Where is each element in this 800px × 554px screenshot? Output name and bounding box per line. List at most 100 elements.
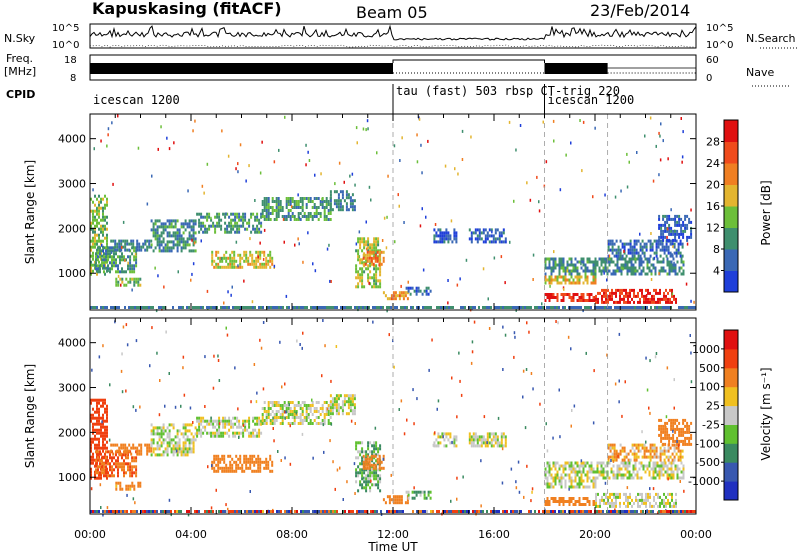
heatmap-cell — [661, 452, 664, 456]
heatmap-cell — [510, 467, 513, 471]
heatmap-cell — [637, 443, 640, 447]
heatmap-cell — [92, 209, 94, 213]
heatmap-cell — [558, 269, 561, 273]
heatmap-cell — [366, 454, 369, 458]
heatmap-cell — [226, 419, 229, 423]
heatmap-cell — [377, 279, 380, 283]
heatmap-cell — [176, 249, 179, 253]
heatmap-cell — [493, 256, 496, 260]
heatmap-cell — [638, 263, 641, 267]
heatmap-cell — [111, 465, 113, 469]
heatmap-cell — [529, 198, 532, 202]
heatmap-cell — [105, 471, 107, 475]
heatmap-cell — [639, 254, 642, 258]
heatmap-cell — [288, 403, 290, 407]
heatmap-cell — [604, 260, 607, 264]
heatmap-cell — [120, 369, 123, 373]
heatmap-cell — [164, 450, 167, 454]
heatmap-cell — [101, 264, 103, 268]
heatmap-cell — [268, 306, 270, 309]
heatmap-cell — [194, 240, 197, 244]
heatmap-cell — [194, 306, 196, 309]
heatmap-cell — [198, 218, 201, 222]
heatmap-cell — [422, 306, 424, 309]
heatmap-cell — [668, 269, 671, 273]
heatmap-cell — [379, 474, 382, 478]
heatmap-cell — [112, 306, 114, 309]
heatmap-cell — [224, 431, 227, 435]
heatmap-cell — [133, 264, 136, 268]
heatmap-cell — [649, 501, 651, 505]
heatmap-cell — [668, 418, 671, 422]
heatmap-cell — [602, 467, 605, 471]
heatmap-cell — [588, 500, 591, 503]
heatmap-cell — [600, 464, 603, 468]
heatmap-cell — [339, 394, 342, 398]
heatmap-cell — [526, 306, 528, 309]
heatmap-cell — [101, 420, 103, 424]
heatmap-cell — [574, 473, 577, 477]
heatmap-cell — [251, 460, 254, 464]
heatmap-cell — [486, 438, 489, 442]
heatmap-cell — [99, 246, 101, 250]
heatmap-cell — [415, 493, 418, 497]
heatmap-cell — [618, 470, 621, 474]
heatmap-cell — [655, 239, 658, 243]
heatmap-cell — [437, 240, 440, 244]
heatmap-cell — [217, 359, 220, 362]
heatmap-cell — [580, 306, 582, 309]
heatmap-cell — [263, 253, 266, 257]
heatmap-cell — [210, 431, 213, 435]
heatmap-cell — [293, 218, 296, 221]
heatmap-cell — [638, 260, 641, 264]
heatmap-cell — [552, 296, 555, 299]
heatmap-cell — [661, 297, 663, 301]
heatmap-cell — [297, 206, 300, 209]
heatmap-cell — [570, 296, 573, 299]
heatmap-cell — [680, 433, 683, 437]
heatmap-cell — [595, 492, 597, 496]
heatmap-cell — [133, 459, 136, 463]
heatmap-cell — [320, 172, 322, 176]
heatmap-cell — [628, 266, 631, 270]
heatmap-cell — [168, 429, 171, 433]
heatmap-cell — [140, 245, 143, 249]
heatmap-cell — [390, 306, 392, 309]
heatmap-cell — [100, 227, 102, 231]
heatmap-cell — [98, 401, 100, 405]
heatmap-cell — [129, 468, 132, 472]
heatmap-cell — [616, 476, 619, 480]
heatmap-cell — [411, 496, 414, 500]
heatmap-cell — [98, 355, 101, 359]
heatmap-cell — [659, 300, 661, 304]
heatmap-cell — [564, 306, 566, 309]
heatmap-cell — [373, 285, 376, 289]
heatmap-cell — [323, 413, 326, 416]
heatmap-cell — [375, 273, 378, 277]
heatmap-cell — [172, 234, 175, 238]
heatmap-cell — [184, 438, 187, 442]
heatmap-cell — [168, 438, 171, 442]
heatmap-cell — [671, 498, 673, 502]
heatmap-cell — [206, 215, 209, 219]
heatmap-cell — [267, 200, 270, 203]
heatmap-cell — [550, 497, 553, 500]
heatmap-cell — [594, 275, 597, 279]
heatmap-cell — [129, 465, 132, 469]
heatmap-cell — [362, 460, 365, 464]
heatmap-cell — [624, 473, 627, 477]
heatmap-cell — [361, 441, 364, 445]
heatmap-cell — [102, 227, 104, 231]
heatmap-cell — [371, 285, 374, 289]
heatmap-cell — [319, 413, 322, 416]
heatmap-cell — [261, 215, 264, 218]
power-range-axis-label: Slant Range [km] — [23, 160, 37, 264]
heatmap-cell — [359, 261, 362, 265]
heatmap-cell — [241, 265, 244, 269]
heatmap-cell — [580, 260, 583, 264]
heatmap-cell — [312, 456, 314, 460]
heatmap-cell — [258, 230, 261, 234]
heatmap-cell — [642, 306, 644, 309]
heatmap-cell — [228, 306, 230, 309]
